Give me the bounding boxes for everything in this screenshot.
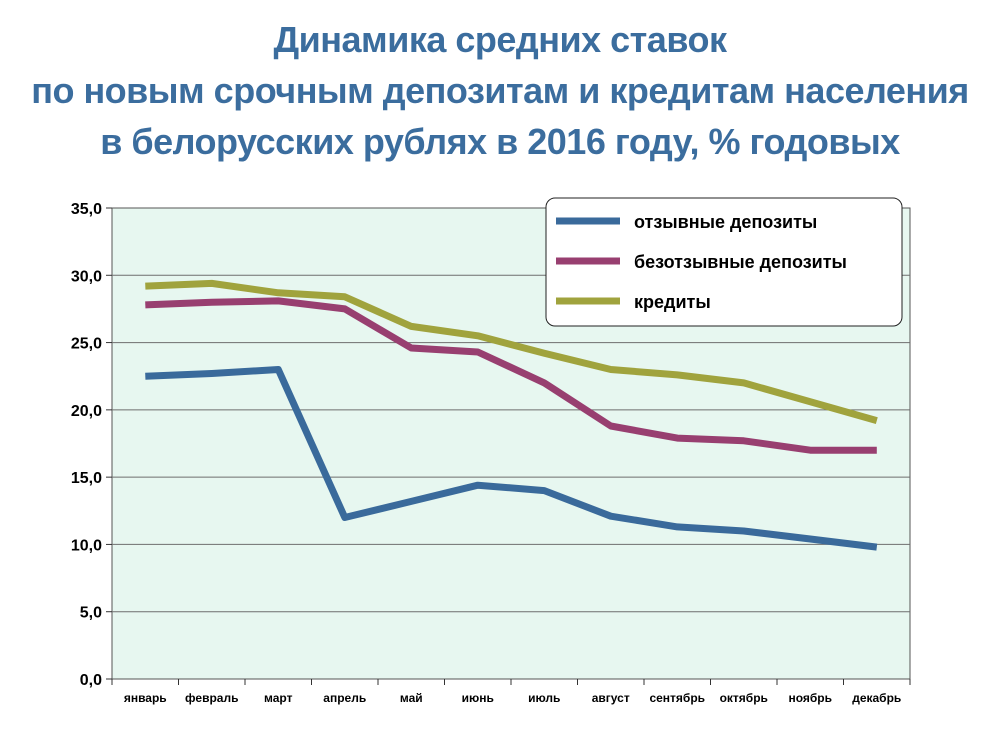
series-line-2 xyxy=(145,297,877,454)
x-tick-label: июнь xyxy=(462,691,494,705)
y-tick-label: 0,0 xyxy=(80,672,102,689)
series-line-3 xyxy=(145,279,878,424)
x-tick-label: октябрь xyxy=(720,691,768,705)
y-tick-label: 25,0 xyxy=(71,336,102,353)
legend-label: кредиты xyxy=(634,292,711,312)
legend-label: безотзывные депозиты xyxy=(634,252,847,272)
y-tick-label: 35,0 xyxy=(71,201,102,218)
title-line-1: Динамика средних ставок xyxy=(273,19,727,60)
y-tick-label: 30,0 xyxy=(71,268,102,285)
x-tick-label: август xyxy=(592,691,630,705)
y-tick-label: 15,0 xyxy=(71,470,102,487)
y-axis: 0,0 5,0 10,0 15,0 20,0 25,0 30,0 35,0 xyxy=(71,201,112,689)
x-tick-label: январь xyxy=(124,691,167,705)
x-tick-label: апрель xyxy=(323,691,366,705)
y-tick-label: 20,0 xyxy=(71,403,102,420)
legend-box xyxy=(545,197,903,327)
x-tick-label: февраль xyxy=(185,691,238,705)
x-tick-label: май xyxy=(400,691,423,705)
x-tick-label: июль xyxy=(528,691,560,705)
x-tick-label: сентябрь xyxy=(649,691,705,705)
x-tick-label: ноябрь xyxy=(788,691,832,705)
title-line-2: по новым срочным депозитам и кредитам на… xyxy=(31,70,969,111)
legend: отзывные депозиты безотзывные депозиты кре… xyxy=(545,197,903,327)
series-lines xyxy=(145,279,878,551)
y-tick-label: 10,0 xyxy=(71,537,102,554)
grid-lines xyxy=(112,274,910,613)
series-line-1 xyxy=(145,366,878,551)
x-tick-label: декабрь xyxy=(852,691,901,705)
legend-label: отзывные депозиты xyxy=(634,212,817,232)
title-line-3: в белорусских рублях в 2016 году, % годо… xyxy=(100,121,900,162)
x-tick-label: март xyxy=(264,691,293,705)
x-axis: январь февраль март апрель май июнь июль август… xyxy=(111,679,911,705)
y-tick-label: 5,0 xyxy=(80,605,102,622)
chart-title: Динамика средних ставок по новым срочным… xyxy=(0,14,1000,167)
